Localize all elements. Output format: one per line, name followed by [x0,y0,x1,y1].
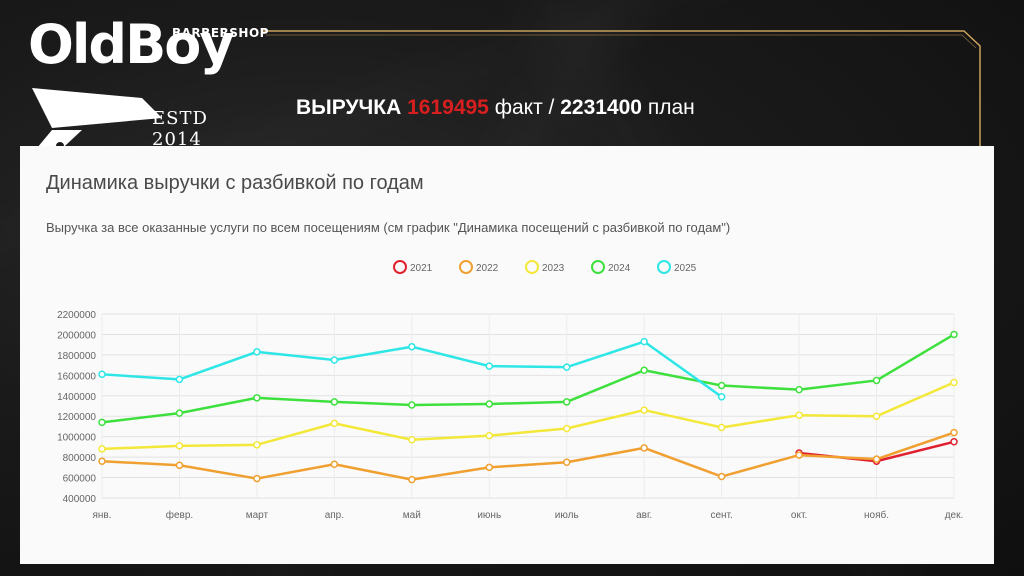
decorative-frame [262,30,981,146]
y-tick-label: 1200000 [57,412,96,423]
y-tick-label: 1000000 [57,433,96,444]
data-point-2024 [485,400,494,408]
data-point-2022 [562,458,571,466]
y-tick-label: 1800000 [57,351,96,362]
y-tick-label: 2200000 [57,310,96,321]
series-line-2022 [101,431,955,481]
plan-value: 2231400 [560,96,642,119]
data-point-2021 [950,438,958,446]
x-tick-label: июнь [477,510,501,521]
data-point-2023 [872,412,881,420]
data-point-2023 [717,423,726,432]
x-tick-label: дек. [945,510,964,521]
data-point-2023 [950,378,958,387]
legend-marker [459,260,473,274]
plan-label: план [647,96,695,119]
chart-panel: Динамика выручки с разбивкой по годам Вы… [20,146,994,564]
data-point-2022 [175,461,184,470]
revenue-headline: ВЫРУЧКА 1619495 факт / 2231400 план [296,96,695,120]
x-tick-label: янв. [92,510,111,521]
legend-marker [393,260,407,274]
logo-established: ESTD 2014 [152,108,208,150]
data-point-2025 [253,348,261,356]
data-point-2022 [253,474,261,483]
data-point-2024 [330,398,339,406]
data-point-2024 [98,418,106,427]
data-point-2024 [717,381,726,390]
data-point-2025 [408,342,416,351]
legend-label: 2021 [410,263,433,274]
series-line-2023 [101,381,955,451]
legend-label: 2025 [674,263,697,274]
data-point-2022 [408,475,416,484]
data-point-2023 [408,435,416,444]
headline-label: ВЫРУЧКА [296,96,402,119]
chart-title: Динамика выручки с разбивкой по годам [46,172,424,194]
x-tick-label: авг. [636,510,652,521]
data-point-2023 [98,445,106,453]
fact-label: факт / [494,96,555,119]
x-tick-label: май [403,510,421,521]
legend-marker [525,260,539,274]
logo-shop-label: BARBERSHOP [172,26,269,40]
legend-marker [591,260,605,274]
y-tick-label: 2000000 [57,330,96,341]
data-point-2024 [640,366,648,374]
data-point-2024 [795,385,803,394]
data-point-2023 [253,441,261,449]
y-tick-label: 1400000 [57,392,96,403]
x-tick-label: март [246,510,269,521]
data-point-2022 [717,472,726,481]
data-point-2024 [408,401,416,409]
x-tick-label: апр. [325,510,344,521]
data-point-2025 [640,337,648,346]
series-line-2024 [101,333,955,424]
logo-brand: OldBoy [28,13,235,76]
fact-value: 1619495 [407,96,489,119]
data-point-2024 [872,376,881,385]
y-tick-label: 400000 [63,494,97,505]
x-tick-label: окт. [791,510,807,521]
legend-marker [657,260,671,274]
data-point-2024 [175,409,184,417]
y-tick-label: 1600000 [57,371,96,382]
data-point-2022 [98,457,106,465]
x-tick-label: сент. [710,510,732,521]
data-point-2022 [485,463,494,472]
x-tick-label: февр. [166,509,193,521]
oldboy-logo: OldBoy BARBERSHOP ESTD 2014 [22,13,268,162]
legend-label: 2022 [476,263,499,274]
data-point-2025 [717,393,726,401]
data-point-2022 [795,451,803,459]
y-tick-label: 600000 [63,474,97,485]
data-point-2022 [330,460,339,469]
data-point-2024 [562,398,571,406]
data-point-2023 [795,411,803,419]
x-tick-label: нояб. [864,509,889,521]
x-tick-label: июль [555,510,579,521]
data-point-2025 [98,370,106,379]
data-point-2023 [330,419,339,428]
data-point-2023 [562,424,571,433]
chart-subtitle: Выручка за все оказанные услуги по всем … [46,220,731,235]
data-point-2025 [485,362,494,370]
data-point-2023 [175,442,184,450]
data-point-2024 [253,394,261,402]
data-point-2022 [872,455,881,463]
data-point-2023 [640,406,648,414]
data-point-2025 [330,356,339,364]
data-point-2025 [175,375,184,384]
data-point-2024 [950,330,958,339]
data-point-2022 [950,428,958,437]
line-chart: 400000 600000 800000 1000000 1200000 1400000 1… [57,260,964,521]
y-tick-label: 800000 [63,453,97,464]
data-point-2022 [640,444,648,452]
legend-label: 2024 [608,263,631,274]
legend-label: 2023 [542,263,565,274]
data-point-2023 [485,431,494,440]
data-point-2025 [562,363,571,371]
